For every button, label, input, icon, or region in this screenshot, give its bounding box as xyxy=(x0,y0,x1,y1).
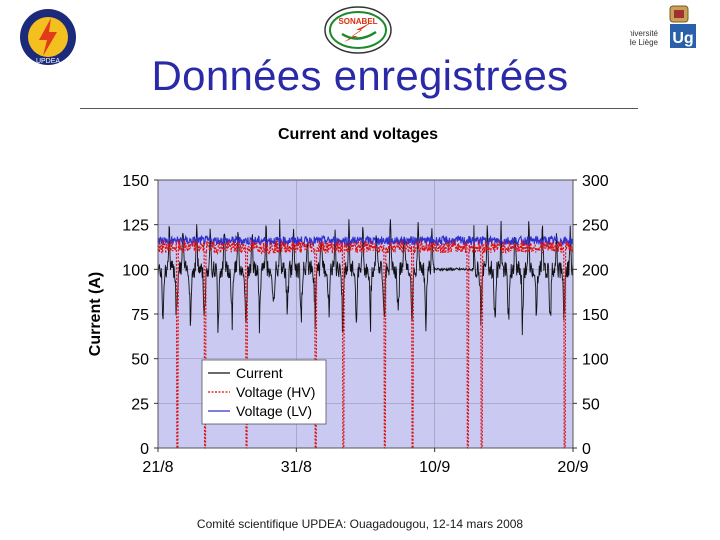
updea-logo: UPDEA xyxy=(20,9,76,65)
left-tick-label: 25 xyxy=(131,396,149,413)
right-tick-label: 250 xyxy=(582,218,609,235)
series-current-line xyxy=(157,219,574,336)
legend-label: Voltage (LV) xyxy=(236,403,312,419)
left-tick-label: 125 xyxy=(122,218,149,235)
right-tick-label: 150 xyxy=(582,307,609,324)
sonabel-logo-text: SONABEL xyxy=(338,17,377,26)
legend-label: Current xyxy=(236,365,283,381)
right-tick-label: 200 xyxy=(582,262,609,279)
legend: Current Voltage (HV) Voltage (LV) xyxy=(201,359,327,425)
slide-title: Données enregistrées xyxy=(151,52,569,99)
left-tick-label: 50 xyxy=(131,352,149,369)
left-axis: 0 25 50 75 100 125 150 xyxy=(122,173,158,458)
x-tick-label: 20/9 xyxy=(557,459,588,476)
left-tick-label: 150 xyxy=(122,173,149,190)
x-tick-label: 10/9 xyxy=(419,459,450,476)
sonabel-logo: SONABEL xyxy=(324,6,392,54)
title-divider xyxy=(80,108,638,109)
series-voltage-hv-line xyxy=(157,239,574,449)
left-tick-label: 75 xyxy=(131,307,149,324)
series-voltage-lv-line xyxy=(157,234,574,247)
x-tick-label: 21/8 xyxy=(142,459,173,476)
right-tick-label: 300 xyxy=(582,173,609,190)
left-tick-label: 100 xyxy=(122,262,149,279)
right-tick-label: 100 xyxy=(582,352,609,369)
x-tick-label: 31/8 xyxy=(281,459,312,476)
left-tick-label: 0 xyxy=(140,441,149,458)
updea-logo-text: UPDEA xyxy=(36,58,60,65)
chart: Current and voltages 0 25 50 75 100 125 150 0 5… xyxy=(78,110,638,496)
chart-title: Current and voltages xyxy=(278,126,438,143)
series-layer xyxy=(157,219,574,449)
legend-label: Voltage (HV) xyxy=(236,384,315,400)
x-axis: 21/8 31/8 10/9 20/9 xyxy=(142,448,589,476)
right-tick-label: 50 xyxy=(582,396,600,413)
right-axis: 0 50 100 150 200 250 300 xyxy=(573,173,609,458)
svg-text:Ug: Ug xyxy=(672,30,693,47)
uliege-logo: Université de Liège Ug xyxy=(630,5,696,48)
footer-text: Comité scientifique UPDEA: Ouagadougou, … xyxy=(196,517,524,531)
uliege-logo-line1: Université xyxy=(630,29,659,38)
y-axis-label: Current (A) xyxy=(87,272,104,356)
right-tick-label: 0 xyxy=(582,441,591,458)
uliege-logo-line2: de Liège xyxy=(630,38,659,47)
